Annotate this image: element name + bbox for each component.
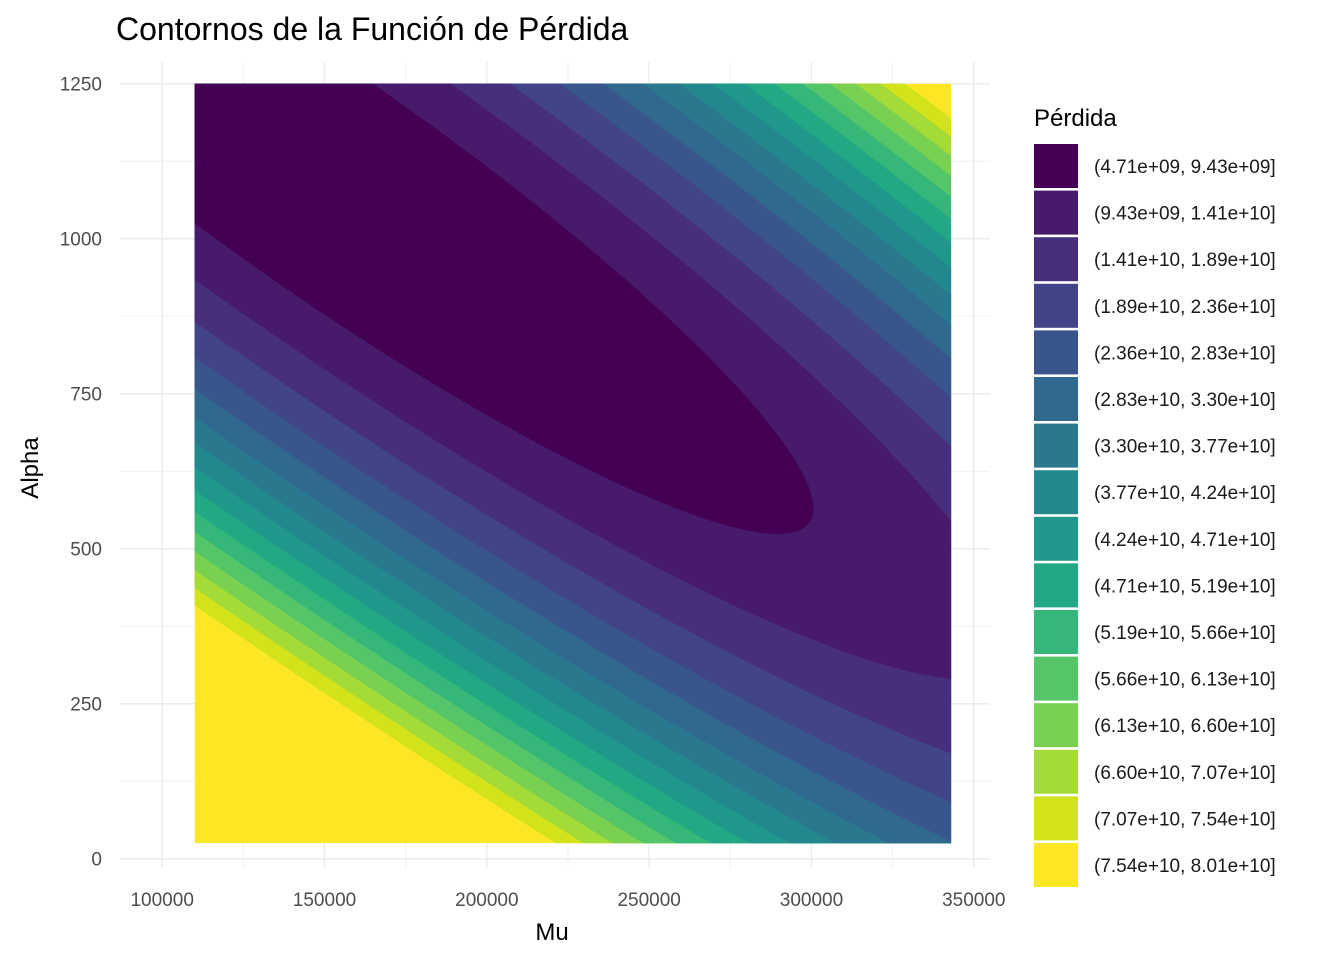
legend-key (1034, 749, 1078, 794)
x-tick-label: 100000 (130, 890, 193, 911)
legend-key (1034, 330, 1078, 375)
legend: Pérdida (4.71e+09, 9.43e+09] (9.43e+09, 1… (1034, 105, 1276, 887)
x-axis-ticks: 100000 150000 200000 250000 300000 350000 (130, 890, 1005, 911)
legend-label: (5.66e+10, 6.13e+10] (1094, 670, 1276, 691)
legend-key (1034, 796, 1078, 841)
legend-key (1034, 656, 1078, 701)
legend-key (1034, 563, 1078, 608)
legend-label: (1.41e+10, 1.89e+10] (1094, 250, 1276, 271)
x-tick-label: 200000 (455, 890, 518, 911)
legend-label: (2.36e+10, 2.83e+10] (1094, 343, 1276, 364)
y-tick-label: 750 (70, 385, 102, 406)
x-tick-label: 350000 (942, 890, 1005, 911)
legend-label: (2.83e+10, 3.30e+10] (1094, 390, 1276, 411)
legend-label: (4.24e+10, 4.71e+10] (1094, 530, 1276, 551)
legend-label: (3.30e+10, 3.77e+10] (1094, 437, 1276, 458)
legend-key (1034, 423, 1078, 468)
legend-label: (9.43e+09, 1.41e+10] (1094, 204, 1276, 225)
legend-label: (1.89e+10, 2.36e+10] (1094, 297, 1276, 318)
legend-label: (4.71e+10, 5.19e+10] (1094, 576, 1276, 597)
y-axis-label: Alpha (17, 437, 44, 499)
legend-label: (6.60e+10, 7.07e+10] (1094, 763, 1276, 784)
legend-key (1034, 843, 1078, 887)
legend-title: Pérdida (1034, 105, 1117, 132)
legend-key (1034, 237, 1078, 282)
chart-title: Contornos de la Función de Pérdida (116, 11, 629, 47)
y-tick-label: 0 (91, 850, 102, 871)
legend-key (1034, 610, 1078, 654)
y-tick-label: 1250 (60, 75, 102, 96)
legend-label: (7.07e+10, 7.54e+10] (1094, 809, 1276, 830)
x-tick-label: 250000 (617, 890, 680, 911)
y-tick-label: 1000 (60, 230, 102, 251)
y-tick-label: 500 (70, 540, 102, 561)
legend-key (1034, 377, 1078, 421)
x-tick-label: 150000 (293, 890, 356, 911)
x-axis-label: Mu (535, 919, 568, 946)
x-tick-label: 300000 (780, 890, 843, 911)
y-axis-ticks: 0 250 500 750 1000 1250 (60, 75, 102, 871)
legend-key (1034, 190, 1078, 235)
legend-label: (4.71e+09, 9.43e+09] (1094, 157, 1276, 178)
legend-label: (5.19e+10, 5.66e+10] (1094, 623, 1276, 644)
legend-key (1034, 470, 1078, 515)
legend-label: (3.77e+10, 4.24e+10] (1094, 483, 1276, 504)
legend-key (1034, 144, 1078, 188)
contour-band (194, 83, 814, 534)
legend-label: (7.54e+10, 8.01e+10] (1094, 856, 1276, 877)
legend-label: (6.13e+10, 6.60e+10] (1094, 716, 1276, 737)
y-tick-label: 250 (70, 695, 102, 716)
legend-key (1034, 283, 1078, 328)
legend-key (1034, 703, 1078, 748)
legend-key (1034, 516, 1078, 561)
